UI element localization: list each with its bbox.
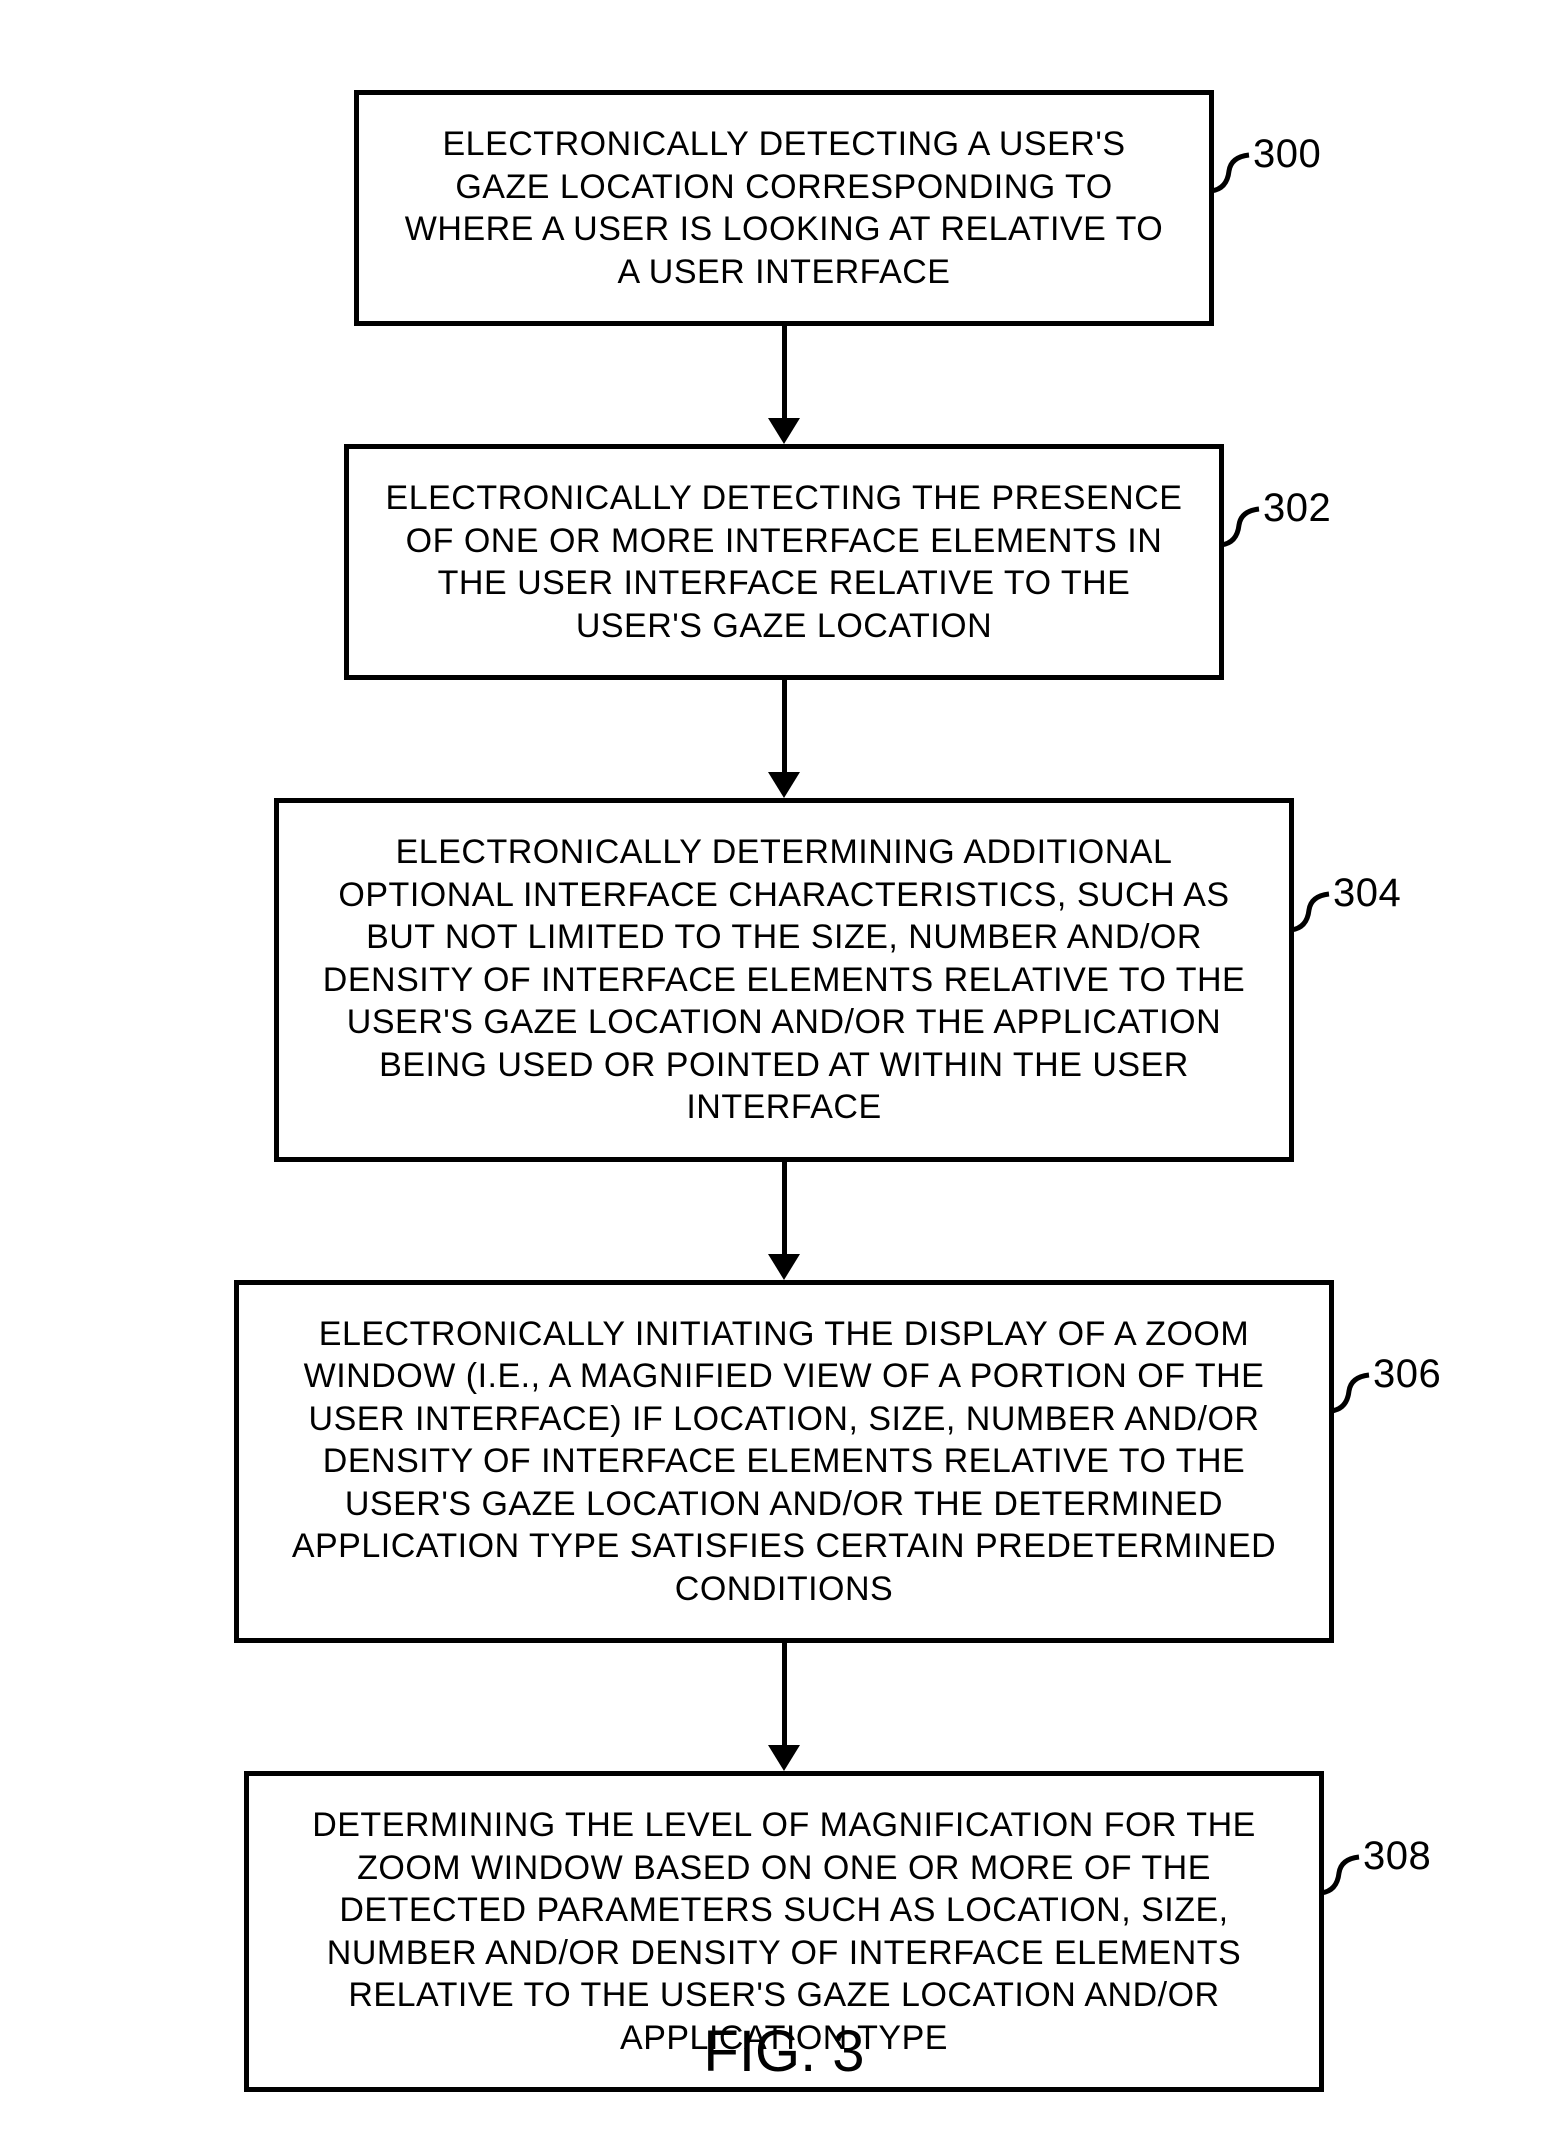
flow-node-row: ELECTRONICALLY DETECTING A USER'S GAZE L… <box>184 90 1384 326</box>
callout-tick-icon <box>1329 1369 1377 1417</box>
arrow-head-icon <box>768 418 800 444</box>
ref-label: 306 <box>1373 1349 1441 1399</box>
flow-arrow <box>768 1643 800 1771</box>
node-text: ELECTRONICALLY DETECTING THE PRESENCE OF… <box>386 479 1183 645</box>
arrow-shaft <box>782 1643 787 1747</box>
flow-arrow <box>768 680 800 798</box>
ref-label: 308 <box>1363 1831 1431 1881</box>
node-text: ELECTRONICALLY DETERMINING ADDITIONAL OP… <box>323 833 1245 1126</box>
flow-arrow <box>768 326 800 444</box>
flow-node-306: ELECTRONICALLY INITIATING THE DISPLAY OF… <box>234 1280 1334 1644</box>
ref-label: 302 <box>1263 483 1331 533</box>
flow-node-304: ELECTRONICALLY DETERMINING ADDITIONAL OP… <box>274 798 1294 1162</box>
arrow-head-icon <box>768 1254 800 1280</box>
ref-label: 304 <box>1333 868 1401 918</box>
callout-tick-icon <box>1289 888 1337 936</box>
node-text: ELECTRONICALLY DETECTING A USER'S GAZE L… <box>405 125 1163 291</box>
callout-tick-icon <box>1319 1851 1367 1899</box>
callout-tick-icon <box>1209 149 1257 197</box>
callout-tick-icon <box>1219 503 1267 551</box>
arrow-head-icon <box>768 1745 800 1771</box>
node-text: ELECTRONICALLY INITIATING THE DISPLAY OF… <box>292 1315 1276 1608</box>
ref-callout: 308 <box>1319 1851 1431 1899</box>
flow-node-302: ELECTRONICALLY DETECTING THE PRESENCE OF… <box>344 444 1224 680</box>
arrow-head-icon <box>768 772 800 798</box>
ref-callout: 306 <box>1329 1369 1441 1417</box>
ref-callout: 304 <box>1289 888 1401 936</box>
flow-node-row: ELECTRONICALLY INITIATING THE DISPLAY OF… <box>184 1280 1384 1644</box>
ref-callout: 302 <box>1219 503 1331 551</box>
figure-canvas: ELECTRONICALLY DETECTING A USER'S GAZE L… <box>0 0 1568 2145</box>
ref-callout: 300 <box>1209 149 1321 197</box>
figure-label: FIG. 3 <box>703 2018 864 2085</box>
flow-node-row: ELECTRONICALLY DETECTING THE PRESENCE OF… <box>184 444 1384 680</box>
ref-label: 300 <box>1253 129 1321 179</box>
flow-node-row: ELECTRONICALLY DETERMINING ADDITIONAL OP… <box>184 798 1384 1162</box>
arrow-shaft <box>782 680 787 774</box>
arrow-shaft <box>782 326 787 420</box>
arrow-shaft <box>782 1162 787 1256</box>
flow-node-300: ELECTRONICALLY DETECTING A USER'S GAZE L… <box>354 90 1214 326</box>
flowchart: ELECTRONICALLY DETECTING A USER'S GAZE L… <box>184 90 1384 2092</box>
flow-arrow <box>768 1162 800 1280</box>
